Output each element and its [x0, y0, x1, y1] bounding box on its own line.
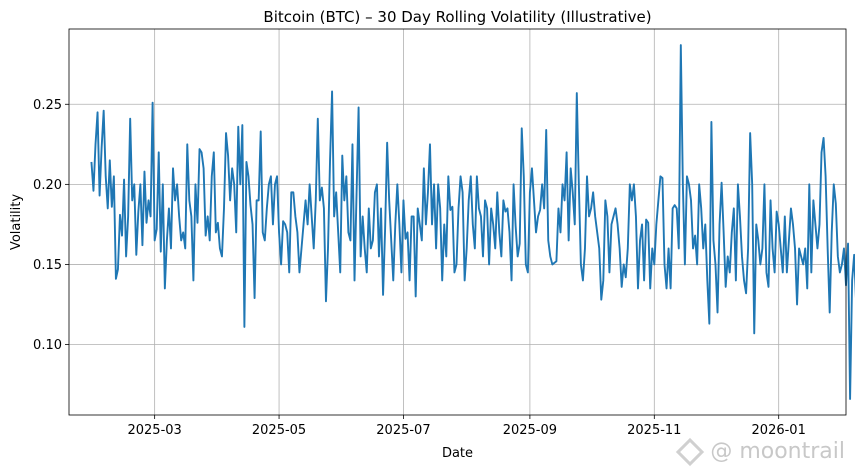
- y-tick-label: 0.10: [33, 338, 62, 353]
- y-tick-label: 0.15: [33, 258, 62, 273]
- volatility-series-line: [90, 44, 855, 400]
- watermark: @ moontrail: [676, 437, 845, 466]
- x-tick-label: 2025-09: [503, 423, 557, 438]
- plot-frame: [68, 28, 847, 416]
- x-tick-label: 2025-11: [627, 423, 681, 438]
- x-axis-label: Date: [442, 446, 473, 461]
- chart-title: Bitcoin (BTC) – 30 Day Rolling Volatilit…: [263, 8, 651, 26]
- y-tick-label: 0.20: [33, 178, 62, 193]
- watermark-text: @ moontrail: [710, 439, 845, 464]
- y-axis-label: Volatility: [9, 194, 24, 250]
- x-tick-label: 2025-03: [127, 423, 181, 438]
- axis-ticks: 2025-03 2025-05 2025-07 2025-09 2025-11 2026-…: [33, 98, 806, 438]
- y-tick-label: 0.25: [33, 98, 62, 113]
- x-tick-label: 2025-05: [252, 423, 306, 438]
- x-tick-label: 2026-01: [752, 423, 806, 438]
- x-tick-label: 2025-07: [376, 423, 430, 438]
- moontrail-logo-icon: [676, 437, 705, 466]
- series-layer: [90, 44, 855, 400]
